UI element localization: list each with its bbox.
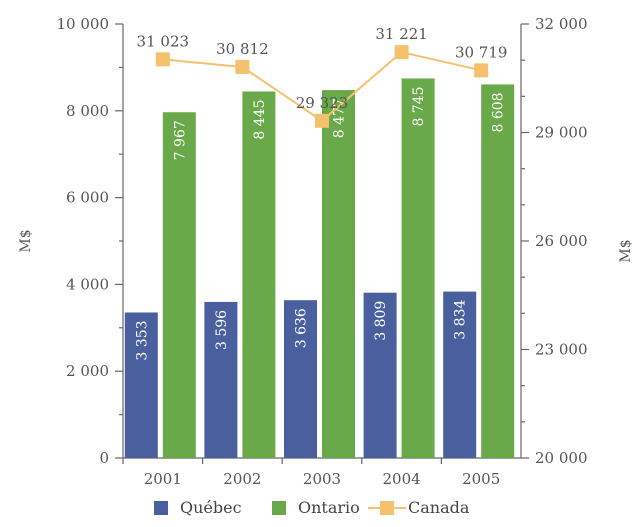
bar-label-ontario-2002: 8 445 [252,99,268,139]
bar-label-qubec-2002: 3 596 [214,310,230,350]
x-tick-label: 2003 [303,470,341,488]
y2-tick-label: 32 000 [535,15,588,33]
bar-label-qubec-2005: 3 834 [453,300,469,340]
y2-tick-label: 26 000 [535,232,588,250]
legend-item-canada: Canada [368,498,470,517]
x-tick-label: 2002 [223,470,261,488]
bar-label-qubec-2001: 3 353 [134,320,150,360]
legend-label: Ontario [298,498,360,517]
canada-point-2004 [394,45,409,60]
bar-label-ontario-2005: 8 608 [491,92,507,132]
bar-label-qubec-2003: 3 636 [294,308,310,348]
legend-item-ontario: Ontario [272,498,360,517]
y-tick-label: 10 000 [57,15,110,33]
legend-item-qubec: Québec [154,498,242,517]
canada-label-2004: 31 221 [375,25,428,43]
bar-ontario-2003 [322,90,355,458]
y2-axis-title: M$ [618,239,634,262]
legend-swatch-marker [380,501,394,515]
bar-qubec-2002 [204,301,238,458]
y-axis-title: M$ [18,229,34,252]
bar-label-ontario-2001: 7 967 [172,120,188,160]
bar-qubec-2005 [443,291,477,458]
bar-ontario-2005 [481,84,515,458]
x-tick-label: 2004 [383,470,421,488]
legend-label: Canada [408,498,470,517]
legend-swatch [272,501,286,515]
y2-tick-label: 20 000 [535,449,588,467]
canada-label-2005: 30 719 [455,43,508,61]
y2-tick-label: 29 000 [535,124,588,142]
y2-tick-label: 23 000 [535,341,588,359]
bar-ontario-2001 [162,112,196,458]
bar-qubec-2004 [363,292,397,458]
y-tick-label: 4 000 [66,275,109,293]
bar-label-qubec-2004: 3 809 [373,301,389,341]
bar-ontario-2002 [242,91,276,458]
canada-point-2001 [155,52,170,67]
canada-label-2001: 31 023 [137,32,190,50]
canada-point-2002 [235,59,250,74]
x-tick-label: 2005 [462,470,500,488]
axes: 0 2 000 4 000 6 000 8 000 10 000 20 000 23 000 2… [18,15,634,488]
y-tick-label: 8 000 [66,102,109,120]
bar-qubec-2003 [284,300,317,458]
legend-label: Québec [180,498,242,517]
bars [124,78,515,458]
bar-qubec-2001 [124,312,158,458]
canada-point-2005 [474,63,489,78]
y-tick-label: 2 000 [66,362,109,380]
canada-label-2002: 30 812 [216,40,269,58]
x-tick-label: 2001 [144,470,182,488]
y-tick-label: 0 [99,449,109,467]
canada-line: 31 023 30 812 29 323 31 221 30 719 [137,25,508,128]
bar-label-ontario-2004: 8 745 [411,86,427,126]
canada-point-2003 [315,113,329,128]
legend: Québec Ontario Canada [154,498,470,517]
y-tick-label: 6 000 [66,189,109,207]
legend-swatch [154,501,168,515]
canada-label-2003: 29 323 [296,94,349,112]
bar-ontario-2004 [401,78,435,458]
